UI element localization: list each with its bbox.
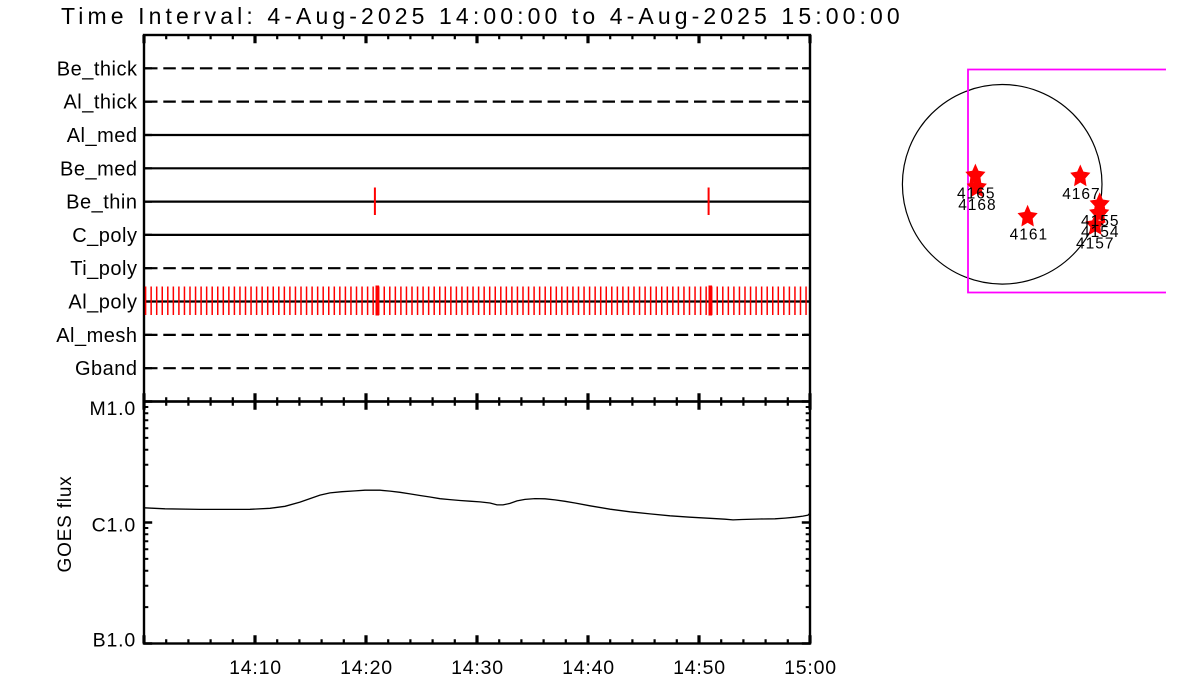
svg-text:B1.0: B1.0 xyxy=(93,630,136,652)
svg-text:14:20: 14:20 xyxy=(340,657,393,679)
svg-text:Al_med: Al_med xyxy=(67,125,138,147)
svg-text:4165: 4165 xyxy=(957,185,995,202)
svg-text:4157: 4157 xyxy=(1076,236,1114,253)
svg-text:4168: 4168 xyxy=(958,197,996,214)
svg-text:Be_thin: Be_thin xyxy=(66,192,137,214)
svg-text:4167: 4167 xyxy=(1062,186,1100,203)
svg-text:M1.0: M1.0 xyxy=(89,398,136,420)
svg-text:14:10: 14:10 xyxy=(229,657,282,679)
svg-text:4161: 4161 xyxy=(1010,226,1048,243)
svg-text:Be_thick: Be_thick xyxy=(57,58,138,80)
svg-text:Ti_poly: Ti_poly xyxy=(70,258,137,280)
svg-text:C_poly: C_poly xyxy=(72,225,137,247)
svg-text:14:30: 14:30 xyxy=(451,657,504,679)
svg-text:Al_poly: Al_poly xyxy=(68,292,137,314)
svg-text:Be_med: Be_med xyxy=(60,158,138,180)
svg-text:4155: 4155 xyxy=(1081,213,1119,230)
svg-text:14:40: 14:40 xyxy=(562,657,615,679)
svg-text:Time Interval: 4-Aug-2025 14:: Time Interval: 4-Aug-2025 14:00:00 to 4-… xyxy=(61,3,904,29)
svg-text:4154: 4154 xyxy=(1081,224,1119,241)
svg-text:15:00: 15:00 xyxy=(784,657,837,679)
svg-text:14:50: 14:50 xyxy=(673,657,726,679)
svg-text:Gband: Gband xyxy=(75,358,138,380)
svg-text:C1.0: C1.0 xyxy=(92,515,136,537)
svg-text:Al_thick: Al_thick xyxy=(63,92,138,114)
svg-text:GOES flux: GOES flux xyxy=(55,476,76,573)
svg-text:Al_mesh: Al_mesh xyxy=(56,325,137,347)
